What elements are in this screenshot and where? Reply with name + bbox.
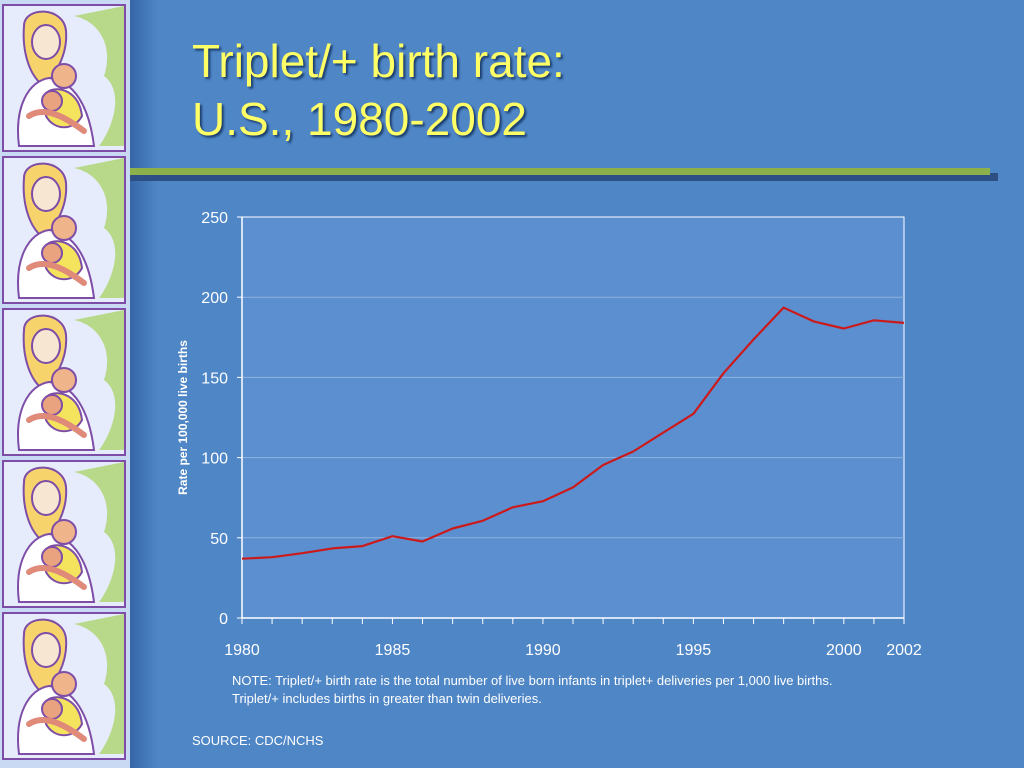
sidebar-tile: [2, 4, 126, 152]
y-tick-label: 0: [219, 611, 228, 628]
title-divider-shadow: [130, 173, 998, 181]
y-axis-label: Rate per 100,000 live births: [176, 340, 190, 495]
series-line: [241, 306, 905, 560]
x-tick-label: 1990: [525, 642, 561, 659]
sidebar-tile: [2, 156, 126, 304]
y-tick-label: 150: [201, 370, 228, 387]
y-tick-label: 250: [201, 210, 228, 227]
y-tick-label: 100: [201, 451, 228, 468]
y-tick-label: 200: [201, 290, 228, 307]
note-line-1: NOTE: Triplet/+ birth rate is the total …: [232, 673, 833, 688]
mother-with-twins-clipart-icon: [17, 614, 124, 755]
title-divider: [130, 168, 990, 175]
plot-area: [241, 216, 905, 619]
x-tick-label: 1985: [375, 642, 411, 659]
mother-with-twins-clipart-icon: [17, 6, 124, 147]
x-tick-label: 2002: [886, 642, 922, 659]
slide-title: Triplet/+ birth rate: U.S., 1980-2002: [192, 32, 565, 148]
title-line-2: U.S., 1980-2002: [192, 93, 528, 145]
sidebar-tile: [2, 308, 126, 456]
line-chart: 0 50 100 150 200 250 1980 1985 1990 1995 2000 2002 R…: [176, 210, 922, 659]
x-tick-label: 1995: [676, 642, 712, 659]
chart-note: NOTE: Triplet/+ birth rate is the total …: [232, 672, 932, 708]
sidebar-clipart-strip: [0, 0, 130, 768]
note-line-2: Triplet/+ includes births in greater tha…: [232, 691, 542, 706]
y-tick-label: 50: [210, 531, 228, 548]
x-tick-label: 2000: [826, 642, 862, 659]
title-line-1: Triplet/+ birth rate:: [192, 35, 565, 87]
sidebar-shadow: [130, 0, 158, 768]
mother-with-twins-clipart-icon: [17, 310, 124, 451]
x-tick-label: 1980: [224, 642, 260, 659]
sidebar-tile: [2, 612, 126, 760]
mother-with-twins-clipart-icon: [17, 158, 124, 299]
sidebar-tile: [2, 460, 126, 608]
source-credit: SOURCE: CDC/NCHS: [192, 733, 324, 748]
mother-with-twins-clipart-icon: [17, 462, 124, 603]
